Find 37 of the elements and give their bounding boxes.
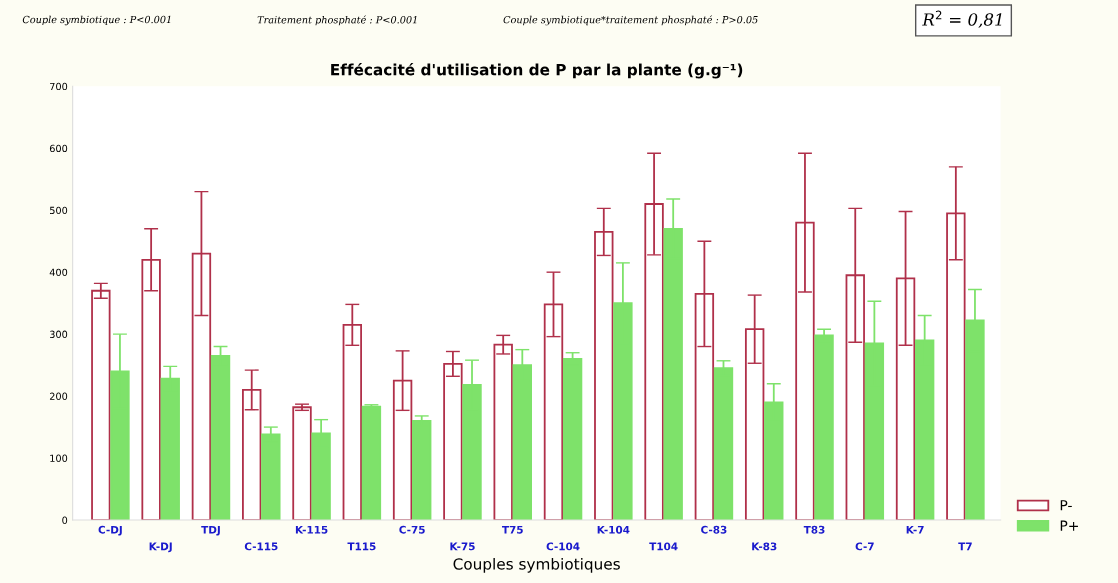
text: R$^{2}$ = 0,81 [922, 10, 1002, 28]
x-tick-label: T83 [803, 525, 825, 534]
text: Couple symbiotique*traitement phosphaté : P>0.05 [503, 15, 758, 26]
x-tick-label: TDJ [201, 525, 220, 536]
x-tick-label: T75 [502, 525, 523, 534]
legend-label: P- [1060, 500, 1072, 511]
text: Couple symbiotique : P<0.001 [22, 15, 171, 26]
y-tick-label: 600 [49, 144, 68, 153]
x-tick-label: K-104 [597, 525, 630, 534]
y-tick-label: 700 [50, 82, 68, 91]
bar [814, 334, 834, 521]
y-tick-label: 200 [49, 392, 68, 400]
y-tick-label: 0 [62, 516, 68, 524]
y-tick-label: 500 [50, 206, 68, 215]
y-tick-label: 300 [49, 330, 68, 338]
x-tick-label: T7 [958, 542, 972, 551]
x-tick-label: C-115 [244, 542, 278, 551]
x-tick-label: K-83 [752, 542, 777, 551]
x-tick-label: C-75 [399, 525, 425, 534]
x-axis-title: Couples symbiotiques [453, 557, 620, 573]
x-tick-label: T104 [649, 542, 678, 551]
text: Traitement phosphaté : P<0.001 [257, 15, 417, 26]
x-tick-label: T115 [347, 542, 376, 551]
bar [361, 405, 382, 521]
y-tick-label: 400 [49, 268, 68, 277]
x-tick-label: C-104 [546, 542, 580, 551]
bar [412, 419, 432, 521]
x-tick-label: C-7 [855, 542, 874, 551]
x-tick-label: K-115 [295, 525, 328, 534]
x-tick-label: C-83 [701, 525, 727, 534]
x-tick-label: K-DJ [149, 542, 172, 553]
chart-title: Effécacité d'utilisation de P par la plante (g.g⁻¹) [331, 62, 743, 79]
x-tick-label: C-DJ [98, 525, 122, 536]
x-tick-label: K-7 [906, 525, 924, 534]
y-tick-label: 100 [50, 454, 68, 462]
legend-label: P+ [1060, 520, 1078, 531]
x-tick-label: K-75 [450, 542, 475, 551]
